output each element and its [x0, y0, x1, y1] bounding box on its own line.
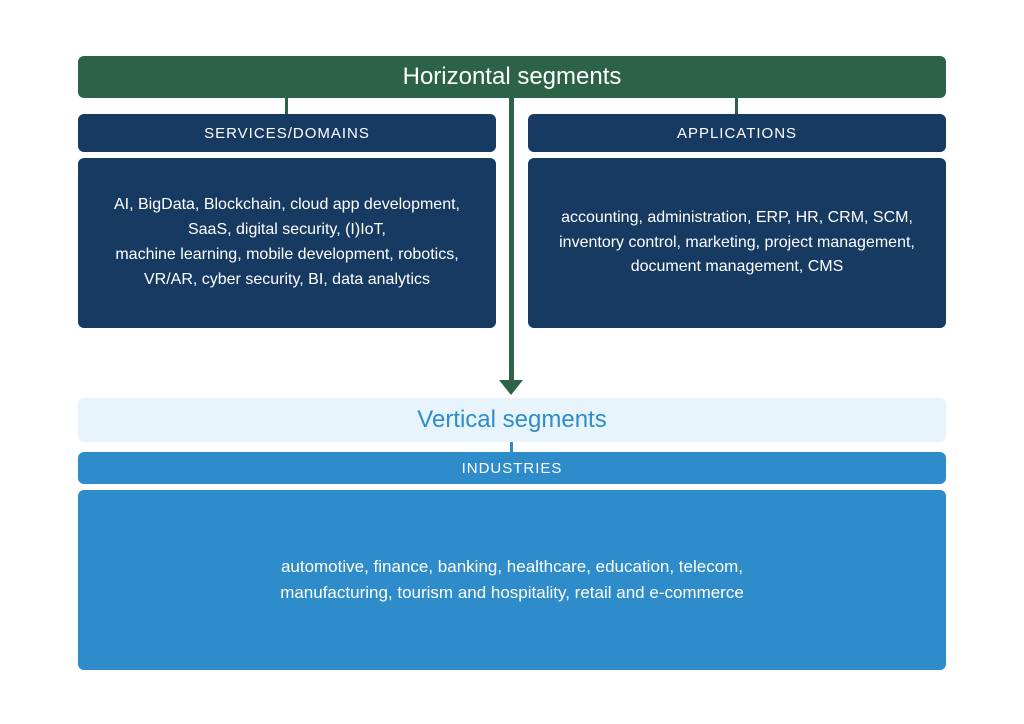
applications-line-1: accounting, administration, ERP, HR, CRM… — [559, 206, 915, 231]
services-line-2: SaaS, digital security, (I)IoT, — [114, 218, 460, 243]
services-domains-content: AI, BigData, Blockchain, cloud app devel… — [78, 158, 496, 328]
applications-line-2: inventory control, marketing, project ma… — [559, 231, 915, 256]
services-line-3: machine learning, mobile development, ro… — [114, 243, 460, 268]
connector-vertical-industries — [510, 442, 513, 452]
connector-center-arrow-line — [509, 98, 514, 382]
connector-top-right — [735, 98, 738, 114]
connector-center-arrow-head — [499, 380, 523, 395]
vertical-segments-label: Vertical segments — [417, 406, 606, 434]
horizontal-segments-label: Horizontal segments — [403, 63, 622, 91]
services-line-4: VR/AR, cyber security, BI, data analytic… — [114, 268, 460, 293]
industries-content: automotive, finance, banking, healthcare… — [78, 490, 946, 670]
services-domains-text: AI, BigData, Blockchain, cloud app devel… — [114, 193, 460, 292]
industries-line-2: manufacturing, tourism and hospitality, … — [280, 580, 744, 606]
industries-text: automotive, finance, banking, healthcare… — [280, 554, 744, 607]
industries-label: INDUSTRIES — [462, 460, 563, 477]
services-domains-label: SERVICES/DOMAINS — [204, 125, 370, 142]
horizontal-segments-header: Horizontal segments — [78, 56, 946, 98]
applications-text: accounting, administration, ERP, HR, CRM… — [559, 206, 915, 280]
diagram-canvas: Horizontal segments SERVICES/DOMAINS AI,… — [0, 0, 1024, 724]
services-line-1: AI, BigData, Blockchain, cloud app devel… — [114, 193, 460, 218]
vertical-segments-header: Vertical segments — [78, 398, 946, 442]
applications-label: APPLICATIONS — [677, 125, 797, 142]
industries-line-1: automotive, finance, banking, healthcare… — [280, 554, 744, 580]
industries-subheader: INDUSTRIES — [78, 452, 946, 484]
services-domains-subheader: SERVICES/DOMAINS — [78, 114, 496, 152]
applications-subheader: APPLICATIONS — [528, 114, 946, 152]
connector-top-left — [285, 98, 288, 114]
applications-content: accounting, administration, ERP, HR, CRM… — [528, 158, 946, 328]
applications-line-3: document management, CMS — [559, 255, 915, 280]
